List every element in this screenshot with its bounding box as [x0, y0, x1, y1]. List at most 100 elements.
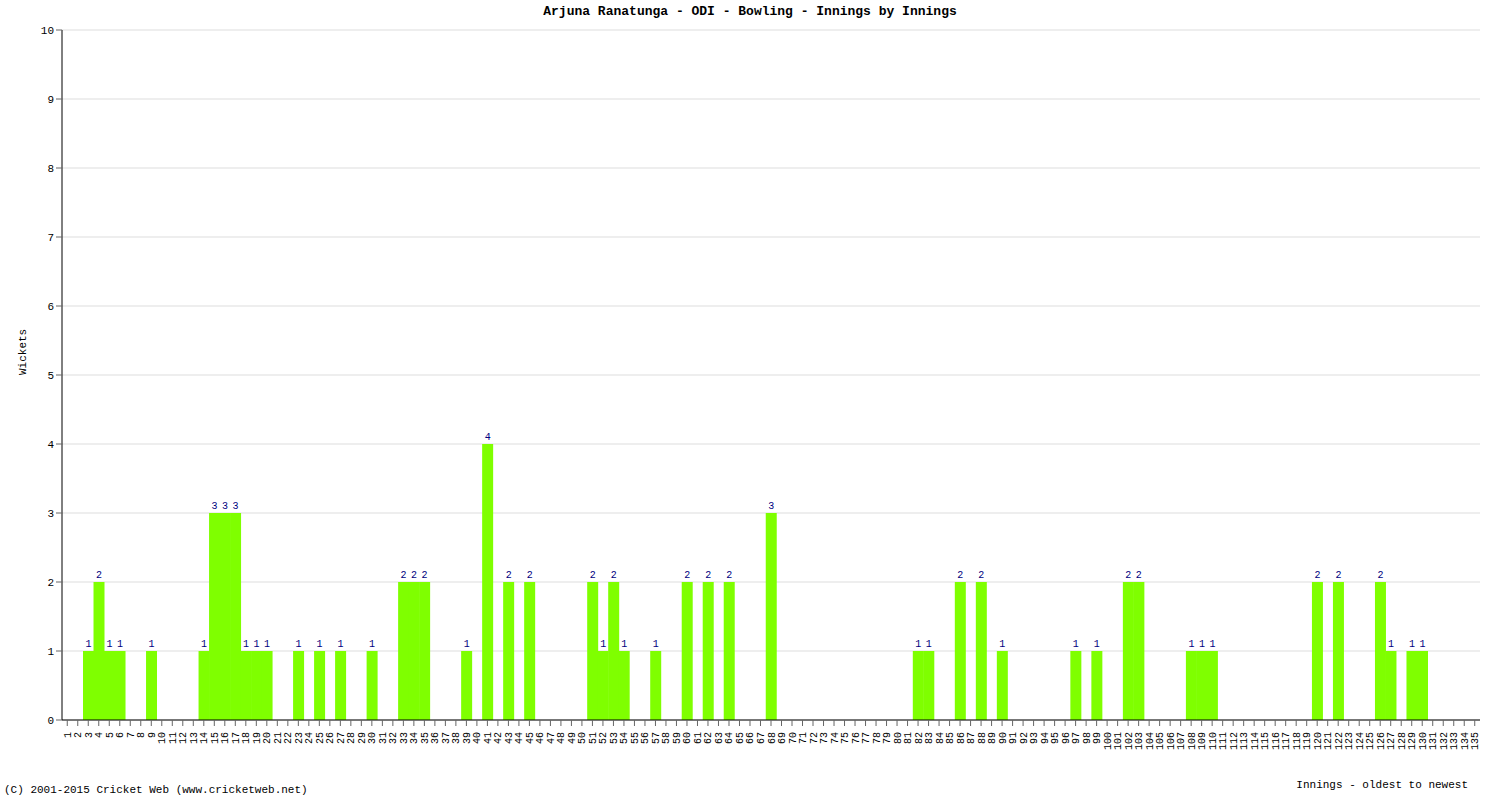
svg-text:1: 1: [201, 639, 207, 650]
svg-text:81: 81: [903, 732, 914, 744]
svg-text:45: 45: [525, 732, 536, 744]
svg-text:1: 1: [1209, 639, 1215, 650]
svg-text:70: 70: [788, 732, 799, 744]
svg-text:2: 2: [96, 570, 102, 581]
svg-text:33: 33: [399, 732, 410, 744]
svg-text:104: 104: [1145, 732, 1156, 750]
svg-text:50: 50: [577, 732, 588, 744]
svg-text:61: 61: [693, 732, 704, 744]
svg-text:4: 4: [94, 732, 105, 738]
svg-text:2: 2: [978, 570, 984, 581]
svg-text:1: 1: [85, 639, 91, 650]
svg-text:1: 1: [999, 639, 1005, 650]
svg-text:115: 115: [1260, 732, 1271, 750]
svg-text:1: 1: [338, 639, 344, 650]
svg-text:57: 57: [651, 732, 662, 744]
svg-text:2: 2: [73, 732, 84, 738]
svg-text:1: 1: [243, 639, 249, 650]
svg-text:5: 5: [47, 370, 54, 382]
svg-text:1: 1: [149, 639, 155, 650]
svg-text:20: 20: [262, 732, 273, 744]
svg-text:125: 125: [1365, 732, 1376, 750]
svg-text:98: 98: [1082, 732, 1093, 744]
svg-text:3: 3: [212, 501, 218, 512]
svg-text:119: 119: [1302, 732, 1313, 750]
svg-text:102: 102: [1124, 732, 1135, 750]
svg-text:21: 21: [273, 732, 284, 744]
svg-text:3: 3: [768, 501, 774, 512]
svg-text:91: 91: [1008, 732, 1019, 744]
svg-text:29: 29: [357, 732, 368, 744]
svg-text:41: 41: [483, 732, 494, 744]
svg-text:108: 108: [1187, 732, 1198, 750]
svg-text:68: 68: [767, 732, 778, 744]
svg-text:10: 10: [157, 732, 168, 744]
svg-text:78: 78: [872, 732, 883, 744]
svg-text:93: 93: [1029, 732, 1040, 744]
svg-text:122: 122: [1334, 732, 1345, 750]
svg-text:8: 8: [47, 163, 54, 175]
svg-text:69: 69: [777, 732, 788, 744]
svg-text:3: 3: [233, 501, 239, 512]
svg-text:123: 123: [1344, 732, 1355, 750]
svg-text:36: 36: [430, 732, 441, 744]
svg-text:65: 65: [735, 732, 746, 744]
svg-text:34: 34: [409, 732, 420, 744]
svg-text:106: 106: [1166, 732, 1177, 750]
svg-text:1: 1: [1388, 639, 1394, 650]
svg-text:134: 134: [1460, 732, 1471, 750]
svg-text:63: 63: [714, 732, 725, 744]
svg-text:2: 2: [422, 570, 428, 581]
svg-text:31: 31: [378, 732, 389, 744]
svg-text:2: 2: [684, 570, 690, 581]
svg-text:3: 3: [222, 501, 228, 512]
svg-text:109: 109: [1197, 732, 1208, 750]
svg-text:113: 113: [1239, 732, 1250, 750]
svg-text:51: 51: [588, 732, 599, 744]
svg-text:1: 1: [1419, 639, 1425, 650]
svg-text:1: 1: [621, 639, 627, 650]
svg-text:128: 128: [1397, 732, 1408, 750]
svg-text:Innings - oldest to newest: Innings - oldest to newest: [1296, 779, 1468, 791]
svg-text:131: 131: [1428, 732, 1439, 750]
svg-text:118: 118: [1292, 732, 1303, 750]
svg-text:10: 10: [41, 25, 54, 37]
svg-text:27: 27: [336, 732, 347, 744]
svg-text:Wickets: Wickets: [17, 329, 29, 375]
svg-text:1: 1: [369, 639, 375, 650]
svg-text:1: 1: [464, 639, 470, 650]
svg-text:0: 0: [47, 715, 54, 727]
svg-text:6: 6: [115, 732, 126, 738]
svg-text:4: 4: [485, 432, 491, 443]
svg-text:103: 103: [1134, 732, 1145, 750]
svg-text:127: 127: [1386, 732, 1397, 750]
svg-text:76: 76: [851, 732, 862, 744]
svg-text:35: 35: [420, 732, 431, 744]
svg-text:132: 132: [1439, 732, 1450, 750]
svg-text:2: 2: [611, 570, 617, 581]
svg-text:1: 1: [1094, 639, 1100, 650]
svg-text:83: 83: [924, 732, 935, 744]
svg-text:2: 2: [726, 570, 732, 581]
svg-text:43: 43: [504, 732, 515, 744]
svg-text:88: 88: [977, 732, 988, 744]
svg-text:42: 42: [493, 732, 504, 744]
svg-text:1: 1: [117, 639, 123, 650]
svg-text:1: 1: [1188, 639, 1194, 650]
svg-text:105: 105: [1155, 732, 1166, 750]
svg-text:2: 2: [527, 570, 533, 581]
svg-text:80: 80: [893, 732, 904, 744]
svg-text:71: 71: [798, 732, 809, 744]
svg-text:112: 112: [1229, 732, 1240, 750]
svg-text:100: 100: [1103, 732, 1114, 750]
svg-text:75: 75: [840, 732, 851, 744]
svg-text:6: 6: [47, 301, 54, 313]
svg-text:126: 126: [1376, 732, 1387, 750]
svg-text:117: 117: [1281, 732, 1292, 750]
svg-text:2: 2: [1335, 570, 1341, 581]
svg-text:48: 48: [556, 732, 567, 744]
svg-text:14: 14: [199, 732, 210, 744]
svg-text:2: 2: [401, 570, 407, 581]
svg-text:5: 5: [105, 732, 116, 738]
svg-text:1: 1: [926, 639, 932, 650]
